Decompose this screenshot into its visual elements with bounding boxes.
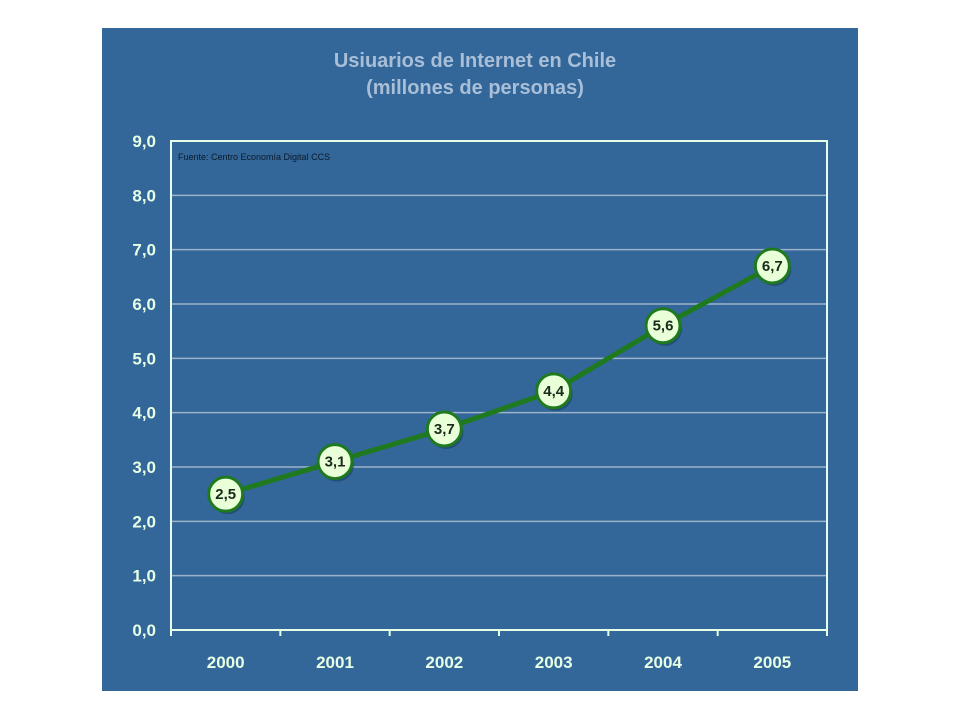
y-tick-label: 4,0 xyxy=(132,404,156,423)
y-tick-label: 7,0 xyxy=(132,241,156,260)
chart-title: Usiuarios de Internet en Chile xyxy=(334,50,616,72)
axes: 0,0 1,0 2,0 3,0 4,0 5,0 6,0 7,0 8,0 9,0 2000 2001 20… xyxy=(132,132,828,672)
data-label: 3,1 xyxy=(325,454,346,471)
x-tick-label: 2004 xyxy=(644,653,682,672)
data-point xyxy=(644,307,682,345)
y-tick-label: 1,0 xyxy=(132,567,156,586)
data-label: 3,7 xyxy=(434,421,455,438)
data-point xyxy=(425,410,463,448)
gridlines xyxy=(171,194,827,577)
y-tick-label: 2,0 xyxy=(132,512,156,531)
chart-subtitle: (millones de personas) xyxy=(366,77,584,99)
x-tick-label: 2001 xyxy=(316,653,354,672)
data-label: 6,7 xyxy=(762,258,783,275)
x-tick-label: 2002 xyxy=(425,653,463,672)
data-label: 5,6 xyxy=(653,318,674,335)
series-line xyxy=(224,263,774,497)
x-tick-label: 2000 xyxy=(207,653,245,672)
x-tick-label: 2003 xyxy=(535,653,573,672)
y-tick-label: 3,0 xyxy=(132,458,156,477)
series-layer: 2,5 3,1 3,7 4,4 5,6 6,7 xyxy=(207,247,792,515)
chart-panel: Usiuarios de Internet en Chile (millones… xyxy=(102,28,858,691)
data-point xyxy=(207,475,245,513)
source-annotation: Fuente: Centro Economía Digital CCS xyxy=(178,152,330,162)
line-chart: Usiuarios de Internet en Chile (millones… xyxy=(132,50,828,672)
data-label: 4,4 xyxy=(543,383,565,400)
data-point xyxy=(753,247,791,285)
y-tick-label: 8,0 xyxy=(132,186,156,205)
y-tick-label: 6,0 xyxy=(132,295,156,314)
y-tick-label: 0,0 xyxy=(132,621,156,640)
data-point xyxy=(316,443,354,481)
x-tick-label: 2005 xyxy=(753,653,791,672)
y-tick-label: 5,0 xyxy=(132,349,156,368)
plot-area-border xyxy=(170,140,828,631)
y-tick-label: 9,0 xyxy=(132,132,156,151)
data-label: 2,5 xyxy=(215,486,236,503)
data-point xyxy=(535,372,573,410)
